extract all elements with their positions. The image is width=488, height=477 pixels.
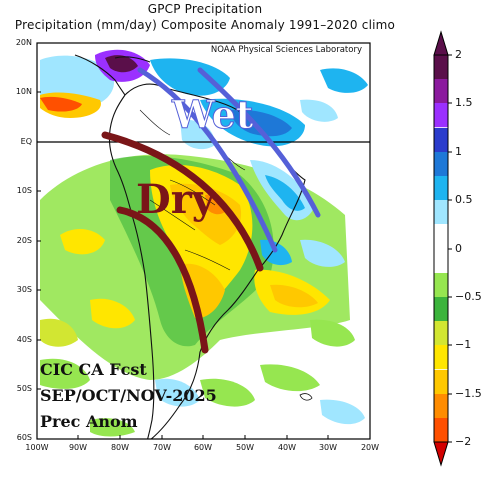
lon-label: 90W <box>68 443 88 452</box>
axis-ticks <box>37 91 329 439</box>
chart-subtitle: Precipitation (mm/day) Composite Anomaly… <box>14 18 396 32</box>
lat-label: EQ <box>20 137 32 146</box>
lon-label: 30W <box>318 443 338 452</box>
colorbar-label: −0.5 <box>455 290 482 303</box>
colorbar-label: −1 <box>455 338 472 351</box>
lat-label: 20N <box>15 38 32 47</box>
forecast-label-line1: CIC CA Fcst <box>40 360 147 379</box>
lon-label: 50W <box>235 443 255 452</box>
lon-label: 40W <box>277 443 297 452</box>
dry-arcs <box>101 131 264 354</box>
wet-arcs <box>137 67 321 253</box>
lat-label: 20S <box>16 236 32 245</box>
colorbar-label: 1 <box>455 145 462 158</box>
colorbar-label: 0.5 <box>455 193 473 206</box>
colorbar-label: −1.5 <box>455 387 482 400</box>
credit-text: NOAA Physical Sciences Laboratory <box>211 45 362 55</box>
wet-annotation: Wet <box>171 92 254 138</box>
forecast-label-line3: Prec Anom <box>40 412 138 431</box>
lat-label: 10N <box>15 87 32 96</box>
lat-label: 40S <box>16 335 32 344</box>
lon-label: 70W <box>152 443 172 452</box>
colorbar-label: 1.5 <box>455 96 473 109</box>
dry-annotation: Dry <box>136 176 216 223</box>
lat-label: 50S <box>16 384 32 393</box>
lat-label: 60S <box>16 433 32 442</box>
lat-label: 30S <box>16 285 32 294</box>
forecast-label-line2: SEP/OCT/NOV-2025 <box>40 386 217 405</box>
lon-label: 80W <box>110 443 130 452</box>
colorbar <box>433 30 452 467</box>
colorbar-label: 2 <box>455 48 462 61</box>
lon-label: 20W <box>360 443 380 452</box>
lon-label: 100W <box>25 443 49 452</box>
colorbar-label: −2 <box>455 435 472 448</box>
colorbar-label: 0 <box>455 242 462 255</box>
lon-label: 60W <box>193 443 213 452</box>
chart-title: GPCP Precipitation <box>147 2 263 16</box>
lat-label: 10S <box>16 186 32 195</box>
